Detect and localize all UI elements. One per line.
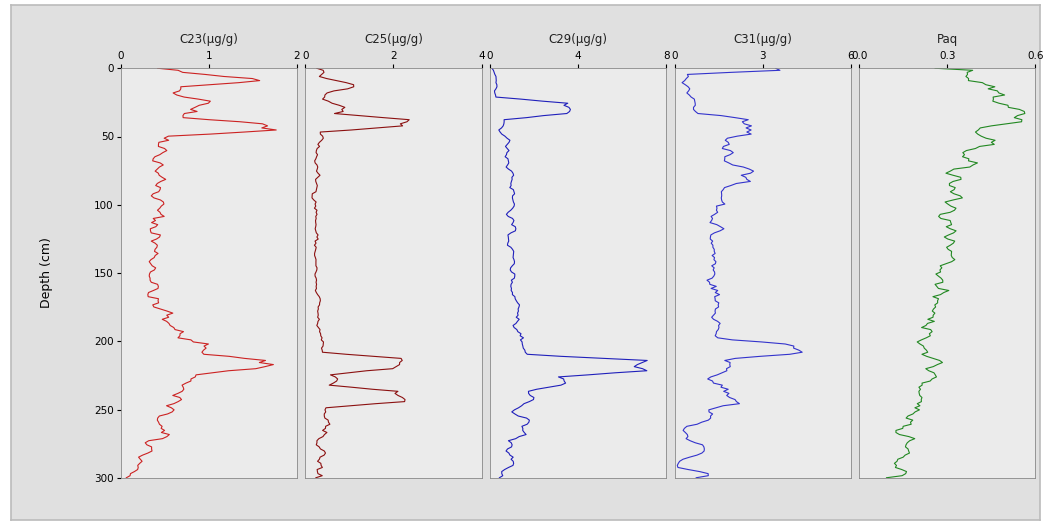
Title: Paq: Paq bbox=[936, 33, 957, 46]
Y-axis label: Depth (cm): Depth (cm) bbox=[40, 237, 53, 309]
Title: C25(μg/g): C25(μg/g) bbox=[364, 33, 423, 46]
Title: C23(μg/g): C23(μg/g) bbox=[180, 33, 239, 46]
Title: C31(μg/g): C31(μg/g) bbox=[734, 33, 792, 46]
Title: C29(μg/g): C29(μg/g) bbox=[549, 33, 607, 46]
